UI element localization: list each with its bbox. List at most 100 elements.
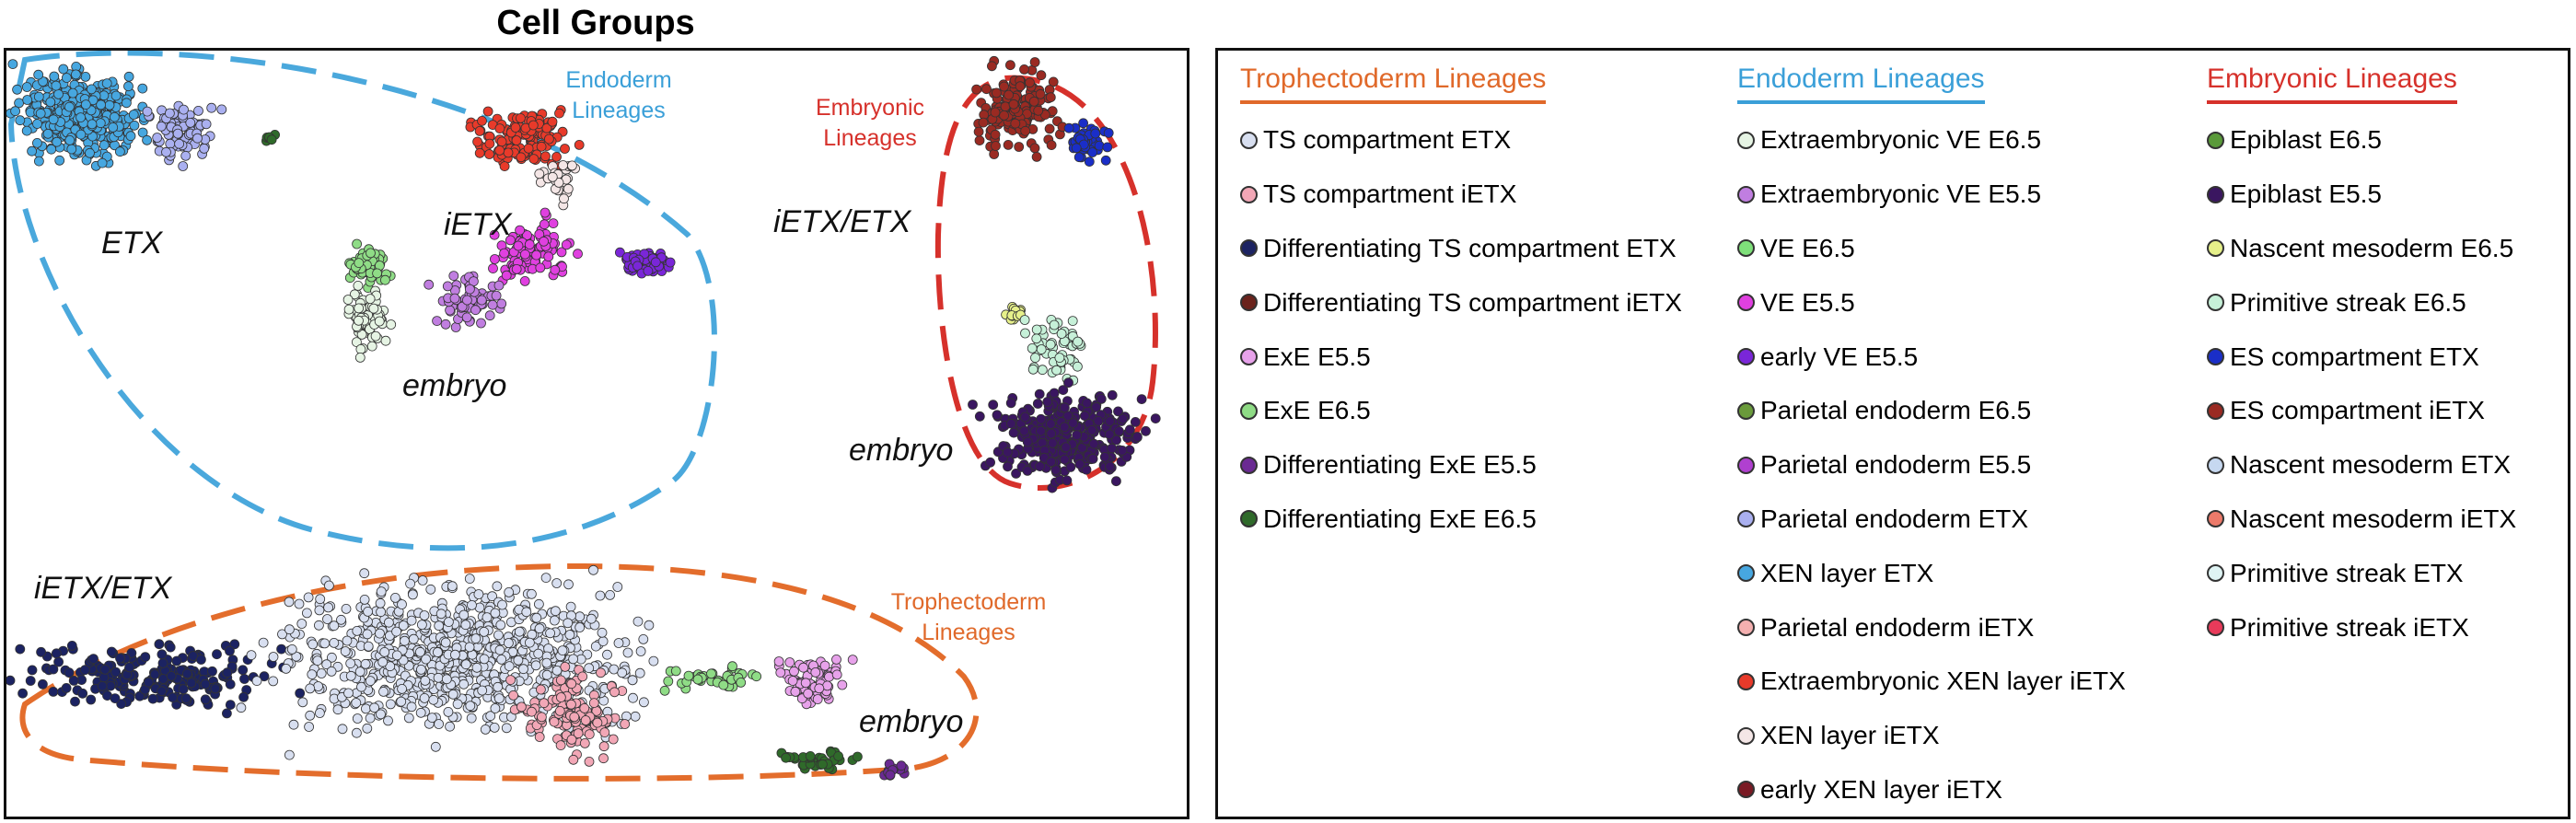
cell-point (34, 156, 44, 167)
cell-point (831, 655, 841, 665)
lineage-label-embryonic-line1: Embryonic (816, 95, 924, 121)
cell-point (377, 656, 389, 667)
cell-point (221, 708, 232, 719)
cell-point (345, 658, 356, 668)
cell-point (85, 147, 95, 158)
legend-item: Primitive streak E6.5 (2207, 275, 2516, 330)
cell-point (515, 225, 525, 236)
cell-point (369, 702, 380, 713)
cell-point (140, 652, 151, 662)
legend-item-label: Extraembryonic VE E6.5 (1760, 125, 2042, 155)
cell-point (225, 645, 235, 656)
cell-point (989, 149, 1000, 159)
cell-point (536, 684, 546, 695)
cell-point (123, 71, 134, 82)
cell-point (425, 584, 436, 595)
legend-item: Epiblast E6.5 (2207, 113, 2516, 168)
cell-point (592, 717, 603, 728)
cell-point (615, 247, 625, 258)
cell-point (534, 598, 544, 609)
cell-point (1036, 413, 1047, 424)
cell-point (499, 161, 510, 171)
cell-point (511, 135, 522, 145)
cell-point (536, 141, 547, 152)
legend-swatch (1737, 348, 1755, 366)
legend-swatch (1737, 510, 1755, 528)
cell-point (1124, 424, 1135, 435)
cell-point (1011, 468, 1021, 479)
cell-point (360, 703, 371, 714)
cell-point (21, 82, 32, 92)
cell-point (1054, 353, 1065, 364)
cell-point (1093, 415, 1104, 426)
cell-point (544, 133, 554, 145)
cell-point (99, 664, 110, 675)
cell-point (379, 274, 390, 285)
cell-point (304, 722, 315, 732)
cell-point (87, 119, 98, 130)
cell-point (487, 299, 498, 310)
cell-point (568, 754, 579, 765)
legend-item: ExE E5.5 (1240, 330, 1682, 384)
cell-point (1091, 401, 1101, 412)
legend-item-label: Differentiating TS compartment ETX (1263, 233, 1677, 262)
cell-point (1074, 458, 1085, 469)
cell-point (644, 620, 655, 631)
cell-point (1020, 125, 1031, 136)
cell-point (479, 627, 490, 637)
cell-point (513, 655, 524, 666)
cell-point (508, 690, 518, 701)
cell-point (1114, 425, 1124, 436)
cell-point (556, 692, 566, 702)
cell-point (66, 144, 77, 155)
cell-point (501, 270, 512, 281)
legend-item-label: XEN layer ETX (1760, 558, 1934, 587)
cell-point (968, 400, 978, 410)
cell-point (580, 715, 591, 725)
cell-point (461, 295, 472, 306)
legend-swatch (1240, 131, 1258, 149)
legend-item-label: Parietal endoderm E6.5 (1760, 396, 2032, 425)
cell-point (356, 681, 366, 692)
cell-point (301, 608, 312, 619)
cell-point (853, 751, 863, 762)
cell-point (573, 249, 583, 260)
cell-point (1088, 438, 1099, 449)
legend-item-label: Nascent mesoderm E6.5 (2230, 233, 2514, 262)
cell-point (974, 135, 985, 145)
cell-point (477, 116, 487, 126)
legend-heading-trophectoderm: Trophectoderm Lineages (1240, 64, 1547, 104)
cell-point (491, 290, 502, 301)
cell-point (467, 600, 477, 610)
cell-point (1100, 155, 1111, 166)
cell-point (428, 694, 439, 705)
cell-point (482, 106, 493, 117)
cell-point (522, 230, 532, 240)
cell-point (352, 626, 363, 636)
cell-point (488, 263, 498, 274)
cell-point (1061, 442, 1072, 453)
cell-point (1073, 361, 1083, 372)
legend-item-label: VE E5.5 (1760, 287, 1855, 317)
group-label-embryo-endoderm: embryo (402, 368, 506, 403)
cell-point (1003, 140, 1014, 150)
cell-point (489, 723, 500, 733)
cell-point (180, 150, 191, 161)
cell-point (355, 343, 366, 354)
legend-item-label: VE E6.5 (1760, 233, 1855, 262)
cell-point (1036, 344, 1047, 354)
cell-point (736, 678, 747, 688)
cell-point (458, 678, 470, 690)
cell-point (1060, 454, 1070, 465)
cell-point (222, 667, 233, 678)
cell-point (48, 687, 59, 697)
cell-point (482, 612, 493, 622)
cell-point (541, 122, 552, 133)
cell-point (550, 264, 561, 275)
lineage-label-embryonic-line2: Lineages (823, 125, 916, 151)
cell-point (1022, 436, 1033, 447)
cell-point (974, 411, 985, 422)
cell-point (1045, 92, 1056, 103)
legend-swatch (1240, 239, 1258, 258)
cell-point (531, 249, 541, 261)
